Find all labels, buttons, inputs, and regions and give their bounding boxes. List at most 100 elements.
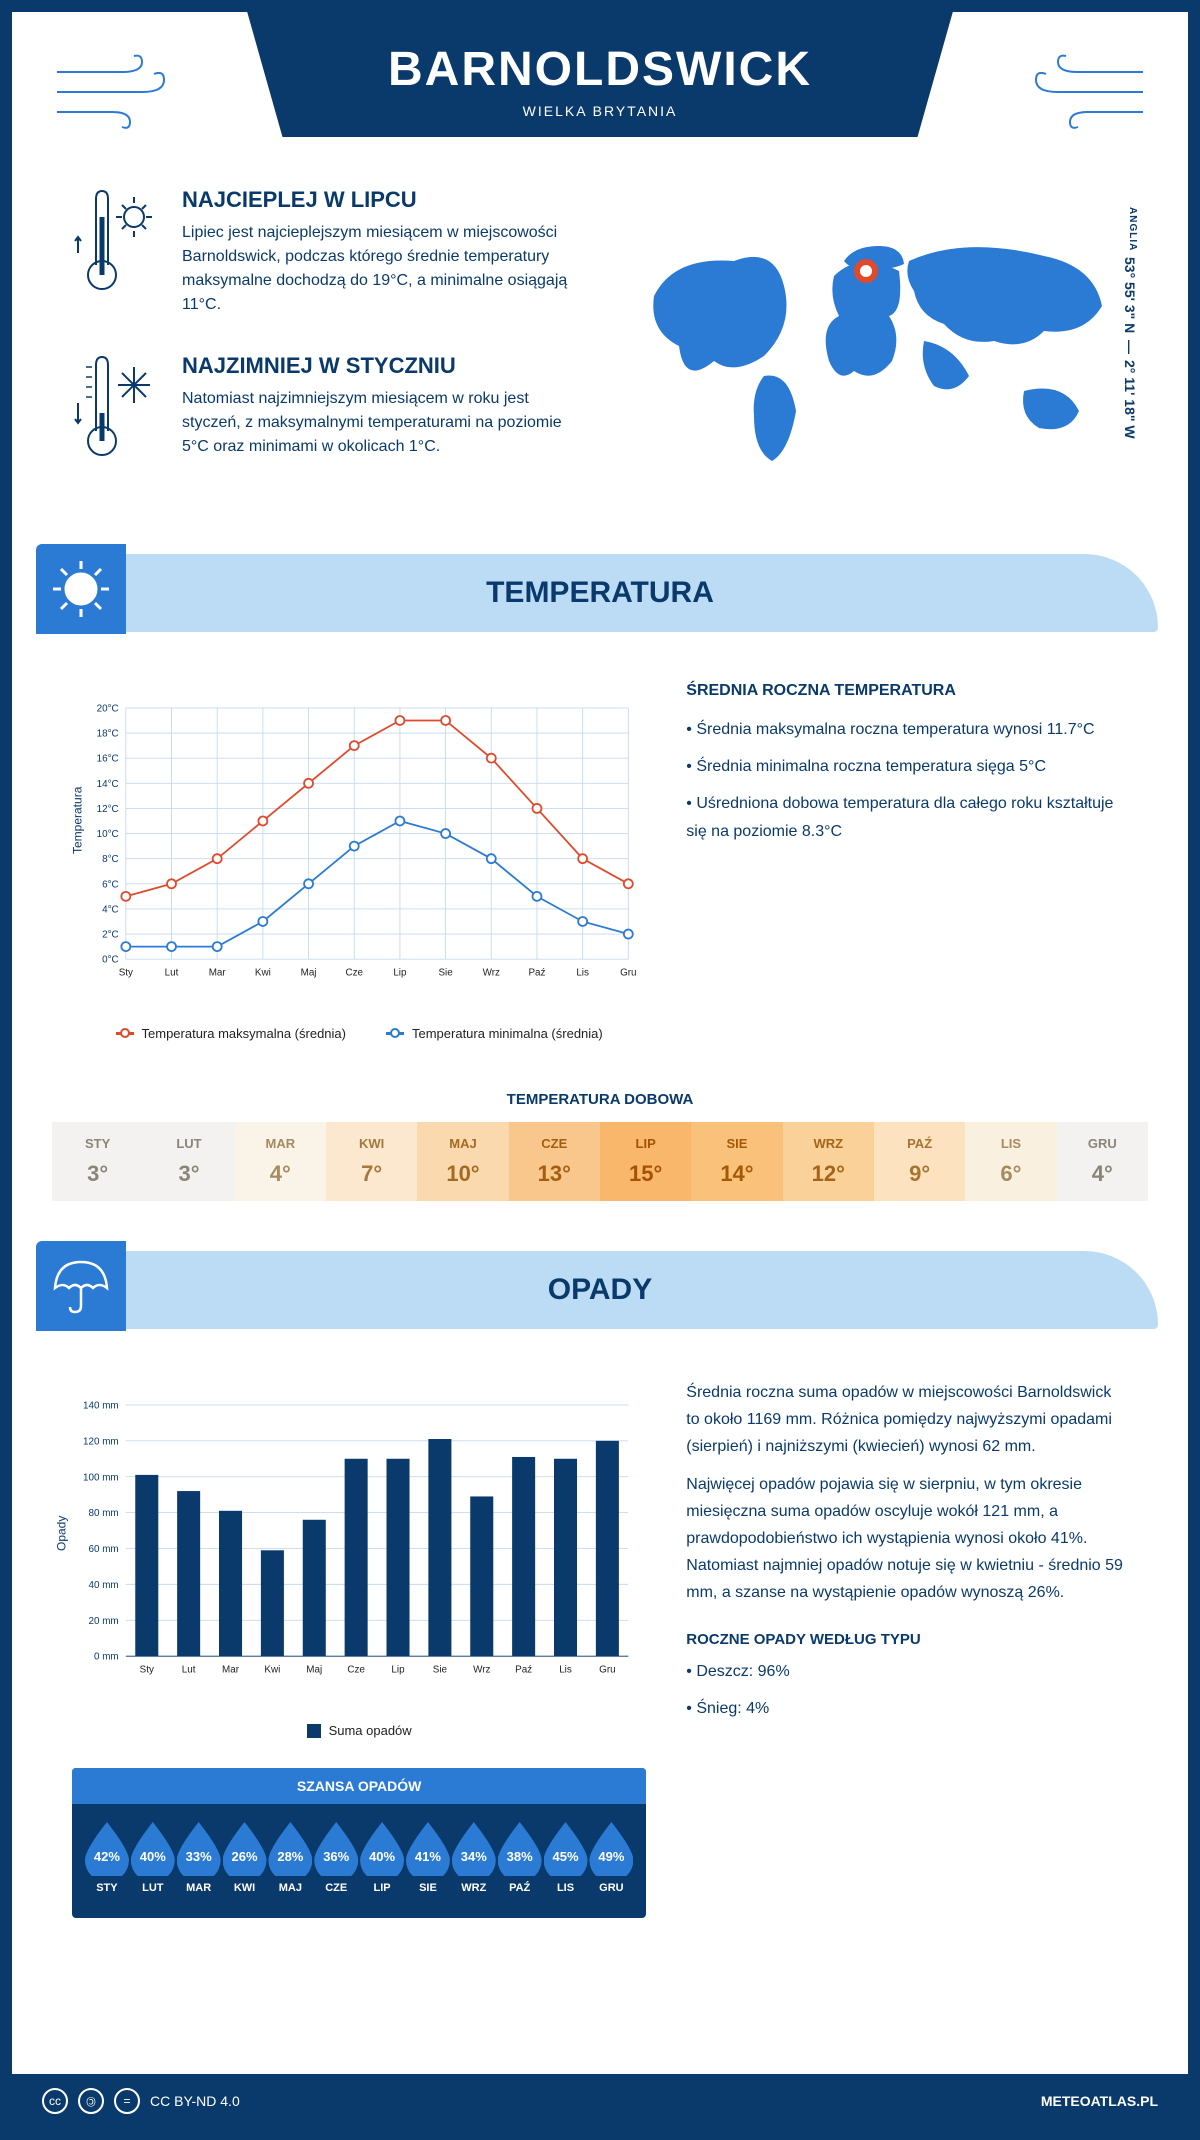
rain-chance-title: SZANSA OPADÓW [72, 1768, 646, 1804]
temp-bullet: Średnia minimalna roczna temperatura się… [686, 753, 1128, 780]
rain-chance-cell: 38%PAŹ [497, 1822, 543, 1894]
svg-text:6°C: 6°C [102, 879, 119, 890]
region-label: ANGLIA [1122, 207, 1138, 251]
rain-chance-cell: 41%SIE [405, 1822, 451, 1894]
coldest-text: Natomiast najzimniejszym miesiącem w rok… [182, 387, 580, 459]
rain-chance-cell: 28%MAJ [267, 1822, 313, 1894]
rain-para-2: Najwięcej opadów pojawia się w sierpniu,… [686, 1471, 1128, 1607]
by-icon: 🄯 [78, 2088, 104, 2114]
temp-bullet: Średnia maksymalna roczna temperatura wy… [686, 716, 1128, 743]
rain-heading: OPADY [548, 1273, 652, 1306]
svg-text:8°C: 8°C [102, 854, 119, 865]
rain-legend: Suma opadów [72, 1723, 646, 1738]
svg-text:Paź: Paź [515, 1664, 532, 1675]
rain-y-label: Opady [55, 1516, 69, 1551]
rain-para-1: Średnia roczna suma opadów w miejscowośc… [686, 1379, 1128, 1461]
coldest-title: NAJZIMNIEJ W STYCZNIU [182, 353, 580, 379]
nd-icon: = [114, 2088, 140, 2114]
wind-decoration-right [1028, 52, 1148, 137]
warmest-title: NAJCIEPLEJ W LIPCU [182, 187, 580, 213]
svg-text:Lut: Lut [182, 1664, 196, 1675]
coord-lat: 53° 55' 3" N [1122, 257, 1138, 333]
svg-text:Sie: Sie [438, 967, 453, 978]
rain-chance-panel: SZANSA OPADÓW 42%STY40%LUT33%MAR26%KWI28… [72, 1768, 646, 1918]
svg-text:Mar: Mar [222, 1664, 240, 1675]
temp-y-label: Temperatura [71, 787, 85, 854]
wind-decoration-left [52, 52, 172, 137]
svg-text:16°C: 16°C [97, 754, 119, 765]
precipitation-bar-chart: Opady 0 mm20 mm40 mm60 mm80 mm100 mm120 … [72, 1379, 646, 1709]
rain-chance-cell: 33%MAR [176, 1822, 222, 1894]
daily-temp-cell: SIE14° [691, 1122, 782, 1201]
rain-chance-cell: 36%CZE [313, 1822, 359, 1894]
legend-max: Temperatura maksymalna (średnia) [142, 1026, 346, 1041]
svg-text:Lip: Lip [393, 967, 407, 978]
svg-text:0 mm: 0 mm [94, 1652, 119, 1663]
svg-text:Paź: Paź [528, 967, 545, 978]
world-map [620, 216, 1128, 476]
svg-text:18°C: 18°C [97, 729, 119, 740]
svg-text:Sie: Sie [433, 1664, 448, 1675]
svg-text:20 mm: 20 mm [89, 1616, 119, 1627]
warmest-block: NAJCIEPLEJ W LIPCU Lipiec jest najcieple… [72, 187, 580, 317]
daily-temp-cell: KWI7° [326, 1122, 417, 1201]
license-block: cc 🄯 = CC BY-ND 4.0 [42, 2088, 240, 2114]
temperature-line-chart: Temperatura 0°C2°C4°C6°C8°C10°C12°C14°C1… [72, 682, 646, 1012]
license-text: CC BY-ND 4.0 [150, 2093, 240, 2109]
svg-text:20°C: 20°C [97, 704, 119, 715]
country-name: WIELKA BRYTANIA [267, 103, 933, 119]
svg-text:120 mm: 120 mm [83, 1436, 119, 1447]
svg-text:Maj: Maj [301, 967, 317, 978]
svg-text:Maj: Maj [306, 1664, 322, 1675]
svg-text:Cze: Cze [347, 1664, 365, 1675]
svg-text:12°C: 12°C [97, 804, 119, 815]
rain-type-list: Deszcz: 96%Śnieg: 4% [686, 1658, 1128, 1722]
rain-chance-cell: 40%LUT [130, 1822, 176, 1894]
daily-temp-cell: PAŹ9° [874, 1122, 965, 1201]
daily-temp-cell: LIP15° [600, 1122, 691, 1201]
rain-type-item: Deszcz: 96% [686, 1658, 1128, 1685]
thermometer-hot-icon [72, 187, 162, 317]
thermometer-cold-icon [72, 353, 162, 468]
svg-text:Lut: Lut [165, 967, 179, 978]
coldest-block: NAJZIMNIEJ W STYCZNIU Natomiast najzimni… [72, 353, 580, 468]
svg-text:Kwi: Kwi [264, 1664, 280, 1675]
coordinates: ANGLIA 53° 55' 3" N — 2° 11' 18" W [1122, 207, 1138, 438]
rain-legend-label: Suma opadów [329, 1723, 412, 1738]
daily-temp-cell: WRZ12° [783, 1122, 874, 1201]
annual-temp-heading: ŚREDNIA ROCZNA TEMPERATURA [686, 682, 1128, 700]
rain-chance-cell: 40%LIP [359, 1822, 405, 1894]
daily-temp-title: TEMPERATURA DOBOWA [12, 1091, 1188, 1108]
rain-section-header: OPADY [42, 1251, 1158, 1329]
svg-text:140 mm: 140 mm [83, 1401, 119, 1412]
svg-text:Sty: Sty [119, 967, 133, 978]
footer: cc 🄯 = CC BY-ND 4.0 METEOATLAS.PL [12, 2074, 1188, 2128]
daily-temp-cell: LUT3° [143, 1122, 234, 1201]
city-name: BARNOLDSWICK [267, 42, 933, 97]
temp-legend: Temperatura maksymalna (średnia) Tempera… [72, 1026, 646, 1041]
rain-chance-cell: 42%STY [84, 1822, 130, 1894]
annual-temp-bullets: Średnia maksymalna roczna temperatura wy… [686, 716, 1128, 845]
legend-min: Temperatura minimalna (średnia) [412, 1026, 603, 1041]
daily-temp-row: STY3°LUT3°MAR4°KWI7°MAJ10°CZE13°LIP15°SI… [52, 1122, 1148, 1201]
svg-text:60 mm: 60 mm [89, 1544, 119, 1555]
cc-icon: cc [42, 2088, 68, 2114]
daily-temp-cell: GRU4° [1057, 1122, 1148, 1201]
temperature-section-header: TEMPERATURA [42, 554, 1158, 632]
infographic-wrapper: BARNOLDSWICK WIELKA BRYTANIA NAJCIEPLEJ … [0, 0, 1200, 2140]
site-name: METEOATLAS.PL [1041, 2093, 1158, 2109]
coord-lon: 2° 11' 18" W [1122, 360, 1138, 439]
warmest-text: Lipiec jest najcieplejszym miesiącem w m… [182, 221, 580, 317]
sun-icon [36, 544, 126, 634]
svg-text:Gru: Gru [620, 967, 636, 978]
rain-chance-cell: 26%KWI [222, 1822, 268, 1894]
svg-text:Kwi: Kwi [255, 967, 271, 978]
svg-text:Wrz: Wrz [473, 1664, 490, 1675]
rain-chance-cell: 34%WRZ [451, 1822, 497, 1894]
daily-temp-cell: MAJ10° [417, 1122, 508, 1201]
daily-temp-cell: STY3° [52, 1122, 143, 1201]
temperature-heading: TEMPERATURA [486, 576, 714, 609]
svg-text:Lis: Lis [559, 1664, 572, 1675]
svg-text:4°C: 4°C [102, 905, 119, 916]
svg-text:Gru: Gru [599, 1664, 615, 1675]
